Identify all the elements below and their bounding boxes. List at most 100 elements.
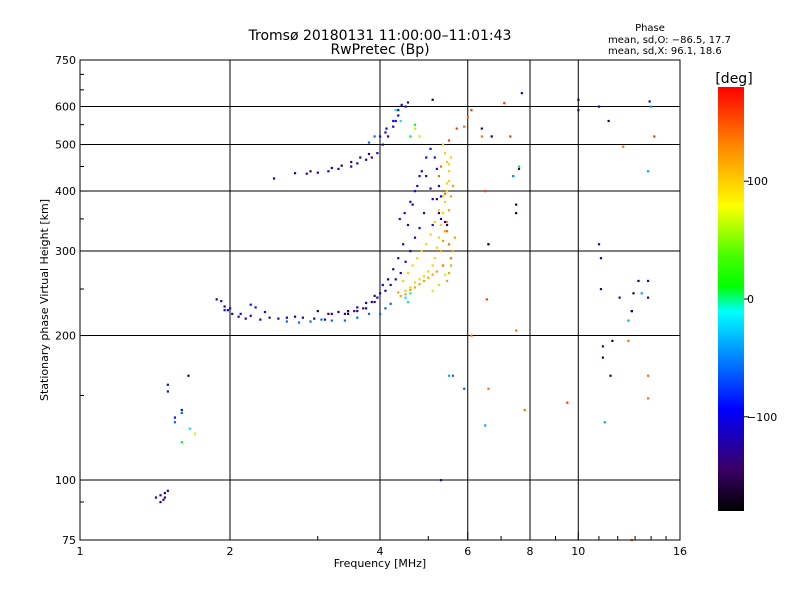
- data-point: [220, 300, 223, 303]
- data-point: [392, 268, 395, 271]
- data-point: [404, 289, 407, 292]
- data-point: [630, 309, 633, 313]
- data-point: [293, 315, 297, 318]
- data-point: [484, 424, 487, 427]
- data-point: [403, 212, 406, 215]
- data-point: [365, 301, 368, 305]
- data-point: [316, 171, 319, 174]
- data-point: [517, 167, 521, 171]
- data-point: [346, 312, 350, 315]
- data-point: [503, 102, 506, 105]
- data-point: [409, 250, 412, 253]
- data-point: [356, 309, 359, 313]
- data-point: [166, 390, 169, 393]
- data-point: [437, 283, 441, 287]
- data-point: [397, 291, 400, 294]
- data-point: [180, 411, 183, 415]
- data-point: [443, 273, 447, 276]
- data-point: [447, 139, 451, 142]
- data-point: [447, 170, 451, 173]
- stats-o-line: mean, sd,O: −86.5, 17.7: [608, 35, 731, 46]
- data-point: [313, 317, 316, 320]
- data-point: [316, 309, 319, 313]
- data-point: [447, 179, 451, 183]
- data-point: [437, 174, 441, 178]
- data-point: [485, 298, 488, 301]
- data-point: [362, 307, 365, 310]
- data-point: [515, 203, 518, 206]
- colorbar-tick-label: −100: [747, 411, 777, 424]
- data-point: [379, 292, 382, 295]
- data-point: [215, 298, 218, 301]
- data-point: [453, 236, 456, 239]
- data-point: [381, 143, 384, 146]
- y-tick-label: 600: [55, 101, 76, 114]
- data-point: [597, 105, 601, 108]
- data-point: [435, 167, 438, 171]
- stats-header: Phase: [635, 23, 665, 34]
- data-point: [637, 279, 640, 283]
- data-point: [433, 220, 436, 224]
- y-axis-label: Stationary phase Virtual Height [km]: [38, 199, 51, 401]
- data-point: [350, 160, 353, 164]
- data-point: [437, 212, 441, 215]
- data-point: [337, 167, 340, 171]
- data-point: [411, 203, 414, 206]
- data-point: [520, 92, 523, 95]
- data-point: [447, 374, 451, 377]
- data-point: [627, 339, 630, 343]
- data-point: [431, 98, 434, 101]
- data-point: [343, 319, 347, 322]
- data-point: [599, 288, 603, 291]
- data-point: [237, 315, 240, 318]
- data-point: [601, 345, 605, 348]
- data-point: [443, 200, 447, 203]
- data-point: [463, 387, 466, 390]
- data-point: [443, 230, 447, 233]
- data-point: [379, 135, 382, 138]
- data-point: [437, 184, 441, 188]
- data-point: [418, 227, 421, 230]
- x-tick-label: 6: [464, 545, 471, 558]
- data-point: [515, 329, 518, 332]
- data-point: [226, 309, 230, 312]
- data-point: [394, 278, 397, 281]
- data-point: [622, 145, 625, 148]
- data-point: [397, 257, 400, 260]
- data-point: [646, 374, 650, 377]
- data-point: [439, 195, 443, 198]
- data-point: [445, 220, 449, 224]
- data-point: [480, 127, 483, 130]
- y-tick-label: 75: [62, 534, 76, 547]
- data-point: [480, 135, 483, 138]
- data-point: [640, 292, 643, 295]
- y-tick-label: 400: [55, 185, 76, 198]
- data-point: [429, 233, 432, 236]
- data-point: [435, 246, 438, 249]
- data-point: [439, 479, 443, 482]
- data-point: [445, 160, 449, 164]
- data-point: [437, 209, 441, 212]
- data-point: [330, 166, 333, 170]
- colorbar-ticks: 100 0 −100: [744, 175, 777, 424]
- data-point: [323, 318, 327, 321]
- data-point: [293, 172, 297, 175]
- data-point: [330, 312, 333, 315]
- data-point: [373, 300, 376, 304]
- data-point: [367, 152, 371, 156]
- data-point: [409, 200, 412, 203]
- data-point: [422, 279, 426, 283]
- data-point: [441, 143, 445, 146]
- data-point: [409, 286, 412, 289]
- data-point: [431, 223, 434, 227]
- data-point: [297, 321, 301, 324]
- data-point: [449, 264, 453, 267]
- y-tick-label: 750: [55, 54, 76, 67]
- data-point: [470, 109, 473, 112]
- data-point: [370, 156, 373, 159]
- data-point: [577, 98, 580, 101]
- data-point: [404, 260, 407, 263]
- data-point: [386, 278, 390, 281]
- data-point: [394, 119, 397, 123]
- data-point: [517, 165, 521, 168]
